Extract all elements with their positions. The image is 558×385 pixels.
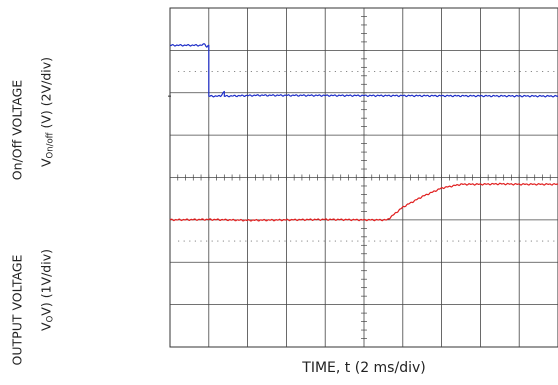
ylabel-top-line1: On/Off VOLTAGE — [9, 79, 25, 181]
x-axis-label: TIME, t (2 ms/div) — [302, 360, 426, 376]
ylabel-bottom-line1: OUTPUT VOLTAGE — [9, 254, 25, 366]
ylabel-top-line2-sub: On/off — [45, 132, 56, 159]
ylabel-bottom-line2-tail: V) (1V/div) — [38, 249, 54, 316]
ylabel-bottom-line2: VOV) (1V/div) — [39, 249, 56, 331]
ylabel-bottom-line2-sub: O — [45, 315, 56, 323]
trace-output-voltage — [169, 182, 558, 222]
trace-onoff-voltage — [169, 43, 558, 98]
ylabel-top-line2: VOn/off (V) (2V/div) — [39, 57, 56, 167]
ylabel-bottom-line2-main: V — [38, 322, 54, 331]
graticule — [168, 7, 558, 348]
ylabel-top-line2-tail: (V) (2V/div) — [38, 56, 54, 133]
ylabel-top-line2-main: V — [38, 158, 54, 168]
traces — [169, 43, 558, 222]
